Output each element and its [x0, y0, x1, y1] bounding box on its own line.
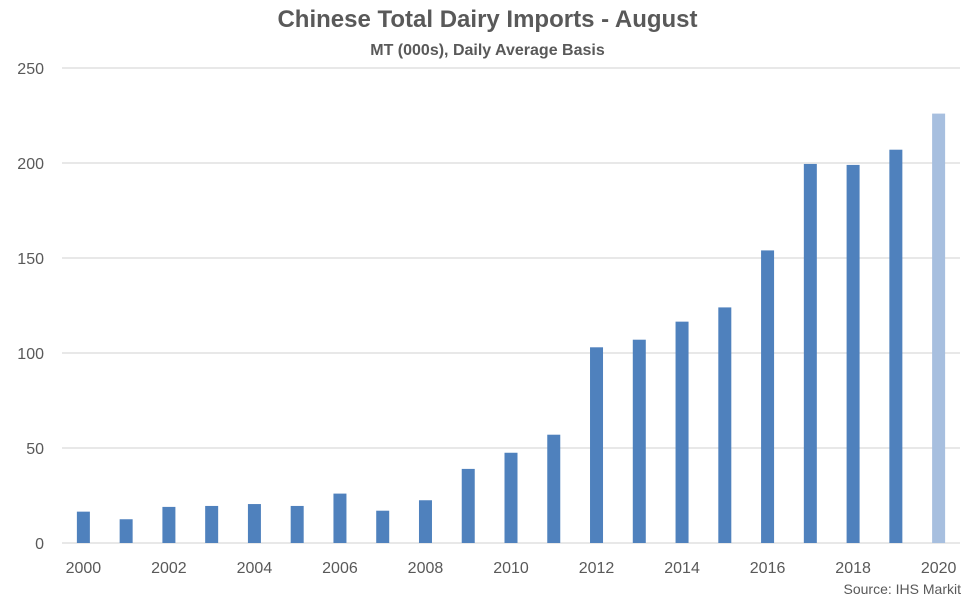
chart-title: Chinese Total Dairy Imports - August [277, 6, 698, 33]
x-tick-label: 2008 [408, 560, 444, 577]
bar-2011 [547, 434, 561, 543]
source-note: Source: IHS Markit [843, 581, 961, 597]
bar-2018 [846, 164, 860, 543]
bar-2003 [205, 505, 219, 543]
bar-2004 [247, 504, 261, 543]
x-tick-label: 2018 [835, 560, 871, 577]
y-axis-ticks: 0 50 100 150 200 250 [17, 61, 44, 553]
y-tick-label: 100 [17, 346, 44, 363]
bar-2017 [803, 163, 817, 543]
x-tick-label: 2006 [322, 560, 358, 577]
x-tick-label: 2010 [493, 560, 529, 577]
x-tick-label: 2020 [921, 560, 957, 577]
bar-2007 [376, 510, 390, 543]
y-tick-label: 50 [26, 441, 44, 458]
bars [76, 113, 946, 543]
bar-2019 [889, 149, 903, 543]
x-tick-label: 2002 [151, 560, 187, 577]
y-tick-label: 0 [35, 536, 44, 553]
bar-2013 [632, 339, 646, 543]
bar-2009 [461, 468, 475, 543]
x-tick-label: 2016 [750, 560, 786, 577]
bar-2010 [504, 452, 518, 543]
bar-2016 [761, 250, 775, 543]
x-tick-label: 2000 [66, 560, 102, 577]
x-tick-label: 2014 [664, 560, 700, 577]
bar-2012 [590, 347, 604, 543]
bar-2002 [162, 506, 176, 543]
y-tick-label: 200 [17, 156, 44, 173]
chart-subtitle: MT (000s), Daily Average Basis [370, 42, 605, 59]
bar-2000 [76, 511, 90, 543]
bar-2014 [675, 321, 689, 543]
bar-2008 [418, 500, 432, 543]
bar-2020 [932, 113, 946, 543]
bar-2005 [290, 505, 304, 543]
bar-2001 [119, 519, 133, 543]
x-axis-ticks: 2000 2002 2004 2006 2008 2010 2012 2014 2016 2018… [66, 560, 957, 577]
x-tick-label: 2004 [237, 560, 273, 577]
bar-2006 [333, 493, 347, 543]
y-tick-label: 150 [17, 251, 44, 268]
x-tick-label: 2012 [579, 560, 615, 577]
bar-2015 [718, 307, 732, 543]
y-tick-label: 250 [17, 61, 44, 78]
